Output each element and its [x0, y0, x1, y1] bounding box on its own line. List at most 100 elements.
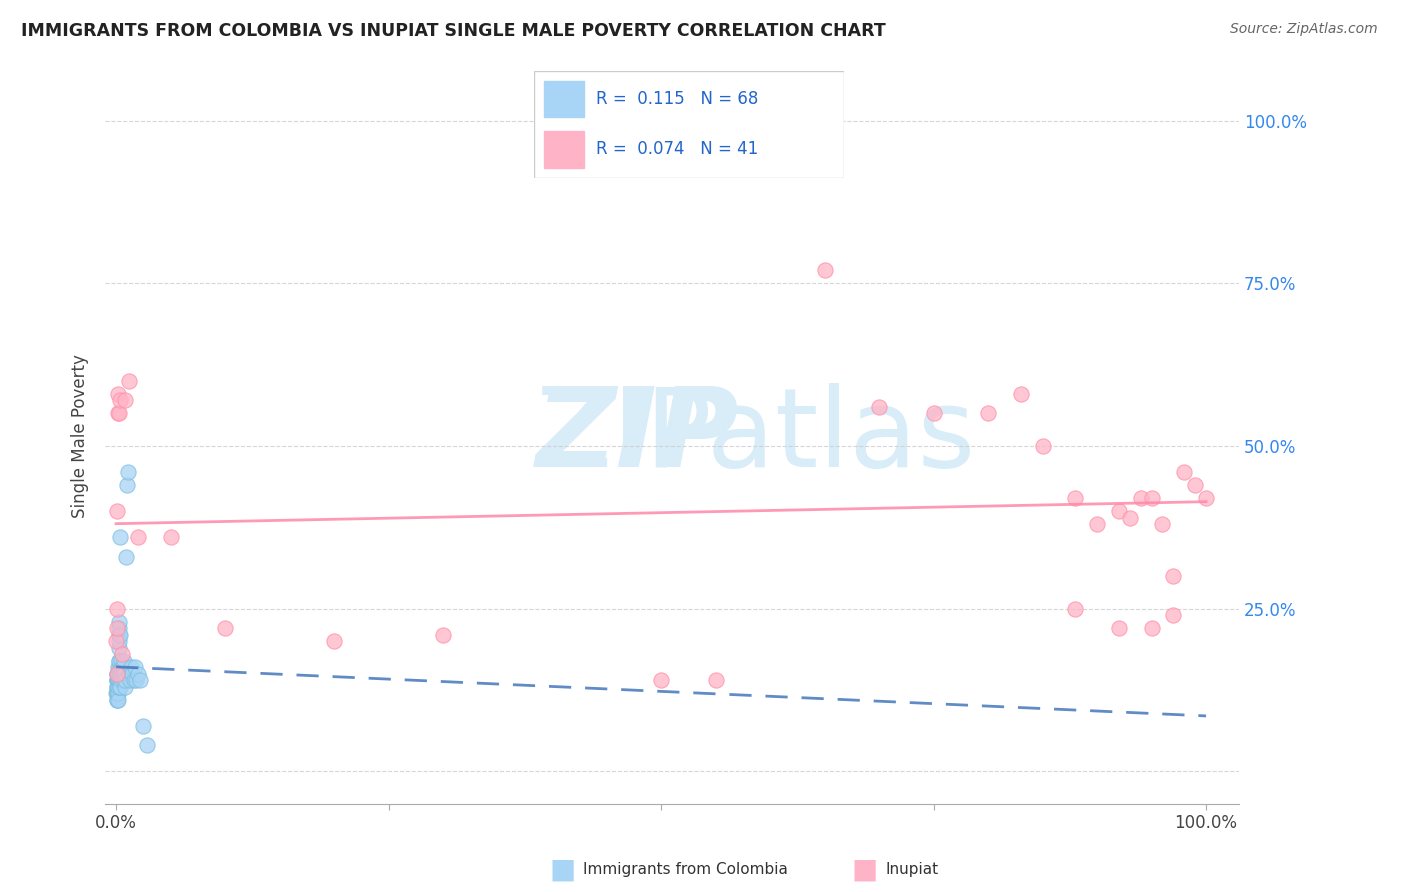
Point — [1152, 517, 1174, 532]
Point — [1064, 491, 1087, 505]
Text: IMMIGRANTS FROM COLOMBIA VS INUPIAT SINGLE MALE POVERTY CORRELATION CHART: IMMIGRANTS FROM COLOMBIA VS INUPIAT SING… — [21, 22, 886, 40]
Point — [1173, 465, 1195, 479]
Point — [105, 673, 128, 688]
Point — [105, 686, 128, 700]
Point — [107, 666, 129, 681]
Point — [868, 400, 890, 414]
Point — [120, 660, 142, 674]
Point — [107, 660, 129, 674]
Point — [118, 374, 141, 388]
Point — [107, 680, 129, 694]
Point — [1032, 439, 1054, 453]
Point — [108, 628, 131, 642]
Point — [110, 648, 132, 662]
Point — [105, 601, 128, 615]
Point — [110, 680, 132, 694]
Point — [114, 680, 136, 694]
Point — [112, 654, 135, 668]
Point — [107, 621, 129, 635]
Point — [1195, 491, 1218, 505]
Point — [117, 465, 139, 479]
Point — [127, 666, 149, 681]
Point — [108, 666, 131, 681]
Point — [759, 113, 782, 128]
Point — [1163, 569, 1185, 583]
Point — [107, 686, 129, 700]
Point — [110, 673, 132, 688]
Point — [107, 686, 129, 700]
Point — [105, 673, 128, 688]
Point — [110, 666, 132, 681]
Point — [108, 673, 131, 688]
Point — [125, 673, 148, 688]
Point — [111, 673, 134, 688]
Point — [108, 393, 131, 408]
Text: Source: ZipAtlas.com: Source: ZipAtlas.com — [1230, 22, 1378, 37]
Point — [108, 673, 131, 688]
Point — [977, 407, 1000, 421]
Point — [110, 660, 132, 674]
Point — [1140, 491, 1163, 505]
Point — [112, 660, 135, 674]
Point — [1064, 601, 1087, 615]
Point — [432, 628, 454, 642]
Point — [108, 666, 131, 681]
Point — [922, 407, 945, 421]
Point — [108, 640, 131, 655]
Point — [105, 504, 128, 518]
Point — [127, 530, 149, 544]
Point — [108, 615, 131, 629]
Point — [105, 673, 128, 688]
Point — [107, 387, 129, 401]
FancyBboxPatch shape — [544, 131, 583, 168]
Point — [704, 673, 727, 688]
Point — [650, 673, 672, 688]
Point — [122, 673, 145, 688]
Point — [1163, 608, 1185, 623]
Point — [110, 660, 132, 674]
Point — [110, 530, 132, 544]
Point — [107, 666, 129, 681]
Point — [108, 654, 131, 668]
Point — [105, 634, 128, 648]
Point — [159, 530, 181, 544]
Point — [111, 666, 134, 681]
Point — [1085, 517, 1108, 532]
Point — [107, 654, 129, 668]
Point — [118, 666, 141, 681]
Point — [323, 634, 346, 648]
Point — [1108, 504, 1130, 518]
Text: Inupiat: Inupiat — [886, 863, 939, 877]
Point — [107, 680, 129, 694]
Point — [107, 673, 129, 688]
Point — [105, 666, 128, 681]
Point — [105, 686, 128, 700]
Point — [124, 660, 146, 674]
Point — [108, 407, 131, 421]
Text: ZIPatlas: ZIPatlas — [536, 383, 976, 490]
Point — [107, 673, 129, 688]
Point — [115, 549, 138, 564]
Point — [121, 666, 143, 681]
Point — [1010, 387, 1032, 401]
Point — [813, 263, 835, 277]
Point — [105, 680, 128, 694]
Point — [1119, 510, 1142, 524]
Point — [107, 673, 129, 688]
Point — [107, 666, 129, 681]
Point — [107, 680, 129, 694]
Point — [120, 673, 142, 688]
FancyBboxPatch shape — [534, 71, 844, 178]
Point — [132, 719, 155, 733]
Point — [108, 634, 131, 648]
Point — [108, 680, 131, 694]
Point — [129, 673, 152, 688]
Text: R =  0.074   N = 41: R = 0.074 N = 41 — [596, 141, 758, 159]
Text: ■: ■ — [852, 855, 877, 884]
Point — [107, 686, 129, 700]
Point — [107, 693, 129, 707]
Point — [108, 621, 131, 635]
Point — [105, 680, 128, 694]
Point — [110, 654, 132, 668]
Point — [1140, 621, 1163, 635]
